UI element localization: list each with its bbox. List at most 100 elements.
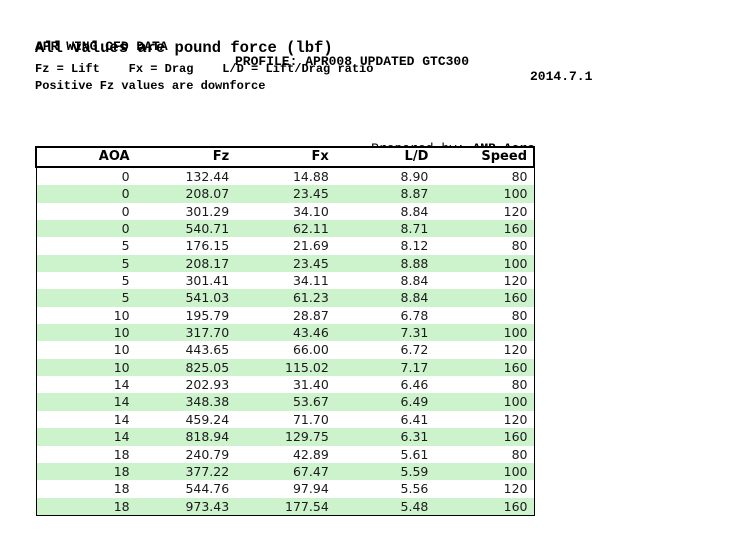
cell-ld: 6.31 — [400, 429, 429, 445]
cell-fx: 129.75 — [285, 429, 329, 445]
document-legend: Fz = Lift Fx = Drag L/D = Lift/Drag rati… — [35, 62, 374, 76]
cell-fx: 31.40 — [292, 377, 329, 393]
cell-fz: 176.15 — [185, 238, 230, 254]
table-row: 10 317.70 43.46 7.31 100 — [35, 324, 535, 342]
column-header-aoa: AOA — [35, 146, 136, 168]
cell-ld: 6.49 — [400, 394, 429, 410]
cell-fx: 97.94 — [292, 481, 329, 497]
cell-fx: 34.10 — [292, 203, 329, 219]
column-header-fx: Fx — [235, 146, 335, 168]
table-header-row: AOA Fz Fx L/D Speed — [35, 146, 535, 168]
table-row: 0 132.44 14.88 8.90 80 — [35, 167, 535, 186]
cell-fx: 23.45 — [292, 255, 329, 271]
cell-fz: 818.94 — [185, 429, 230, 445]
table-row: 14 818.94 129.75 6.31 160 — [35, 428, 535, 446]
cell-fz: 541.03 — [185, 290, 230, 306]
cell-fx: 14.88 — [292, 169, 329, 184]
table-row: 5 176.15 21.69 8.12 80 — [35, 237, 535, 255]
document-note: Positive Fz values are downforce — [35, 79, 266, 93]
cell-fz: 348.38 — [185, 394, 230, 410]
table-row: 18 544.76 97.94 5.56 120 — [35, 480, 535, 498]
table-row: 18 973.43 177.54 5.48 160 — [35, 497, 535, 516]
cell-aoa: 5 — [35, 272, 136, 290]
cell-fz: 301.41 — [185, 273, 230, 289]
cell-fz: 377.22 — [185, 463, 230, 479]
table-row: 10 443.65 66.00 6.72 120 — [35, 341, 535, 359]
cell-fz: 132.44 — [185, 169, 230, 184]
cell-speed: 120 — [434, 202, 535, 221]
table-row: 5 208.17 23.45 8.88 100 — [35, 254, 535, 273]
cell-speed: 160 — [434, 497, 535, 516]
cell-aoa: 14 — [35, 428, 136, 446]
cell-ld: 7.31 — [400, 325, 429, 341]
cell-fz: 208.07 — [185, 186, 230, 202]
cell-ld: 6.78 — [400, 307, 429, 323]
cell-speed: 100 — [434, 462, 535, 481]
cell-speed: 160 — [434, 358, 535, 377]
column-header-speed: Speed — [434, 146, 535, 168]
cell-speed: 120 — [434, 410, 535, 429]
cell-ld: 8.84 — [400, 203, 429, 219]
table-row: 14 348.38 53.67 6.49 100 — [35, 393, 535, 411]
cell-aoa: 5 — [35, 289, 136, 307]
table-row: 18 377.22 67.47 5.59 100 — [35, 462, 535, 481]
cell-fz: 208.17 — [185, 255, 230, 271]
cfd-data-table: AOA Fz Fx L/D Speed 0 132.44 14.88 8.90 80 0 2… — [35, 146, 535, 516]
cell-aoa: 18 — [35, 462, 136, 481]
document-date: 2014.7.1 — [530, 69, 593, 84]
cell-aoa: 18 — [35, 497, 136, 516]
cell-fx: 53.67 — [292, 394, 329, 410]
data-table-body: 0 132.44 14.88 8.90 80 0 208.07 23.45 8.87 100 0 30… — [35, 167, 535, 516]
cell-fx: 28.87 — [292, 307, 329, 323]
cell-aoa: 10 — [35, 358, 136, 377]
cell-speed: 80 — [434, 306, 535, 325]
cell-aoa: 10 — [35, 341, 136, 359]
cell-ld: 8.12 — [400, 238, 429, 254]
cell-fz: 973.43 — [135, 497, 236, 516]
cell-speed: 120 — [434, 341, 535, 359]
cell-aoa: 0 — [35, 202, 136, 221]
cell-aoa: 0 — [35, 167, 136, 186]
cell-speed: 100 — [434, 185, 535, 203]
cell-speed: 100 — [434, 254, 535, 273]
cell-ld: 8.84 — [400, 273, 429, 289]
document-header-line: APR WING CFD DATA PROFILE: APR008 UPDATE… — [35, 24, 737, 84]
cell-speed: 100 — [434, 324, 535, 342]
cell-fz: 544.76 — [185, 481, 230, 497]
cell-speed: 120 — [434, 480, 535, 498]
cell-fz: 195.79 — [185, 307, 230, 323]
cell-aoa: 10 — [35, 306, 136, 325]
cell-aoa: 0 — [35, 220, 136, 238]
cell-fz: 317.70 — [185, 325, 230, 341]
cell-ld: 5.61 — [400, 446, 429, 462]
cell-aoa: 0 — [35, 185, 136, 203]
cell-speed: 160 — [434, 428, 535, 446]
cell-speed: 100 — [434, 393, 535, 411]
cell-ld: 8.90 — [400, 169, 429, 184]
cell-speed: 80 — [434, 237, 535, 255]
document-subtitle: All values are pound force (lbf) — [35, 39, 333, 57]
cell-fx: 34.11 — [292, 273, 329, 289]
cell-ld: 6.46 — [400, 377, 429, 393]
cell-fx: 42.89 — [292, 446, 329, 462]
cell-ld: 8.71 — [400, 221, 429, 237]
document-title: APR WING CFD DATA — [35, 39, 168, 54]
cell-fz: 202.93 — [185, 377, 230, 393]
cell-fz: 459.24 — [185, 411, 230, 427]
table-row: 0 301.29 34.10 8.84 120 — [35, 202, 535, 221]
table-row: 18 240.79 42.89 5.61 80 — [35, 445, 535, 463]
cell-ld: 6.41 — [400, 411, 429, 427]
cell-fx: 67.47 — [292, 463, 329, 479]
cell-fx: 66.00 — [292, 342, 329, 358]
cell-ld: 8.84 — [400, 290, 429, 306]
table-row: 10 195.79 28.87 6.78 80 — [35, 306, 535, 325]
table-row: 0 540.71 62.11 8.71 160 — [35, 220, 535, 238]
cell-ld: 5.48 — [334, 497, 435, 516]
table-row: 0 208.07 23.45 8.87 100 — [35, 185, 535, 203]
cell-ld: 5.59 — [400, 463, 429, 479]
cell-ld: 8.87 — [400, 186, 429, 202]
cell-fx: 115.02 — [285, 359, 329, 375]
cell-speed: 160 — [434, 220, 535, 238]
cell-fx: 23.45 — [292, 186, 329, 202]
cell-fx: 71.70 — [292, 411, 329, 427]
